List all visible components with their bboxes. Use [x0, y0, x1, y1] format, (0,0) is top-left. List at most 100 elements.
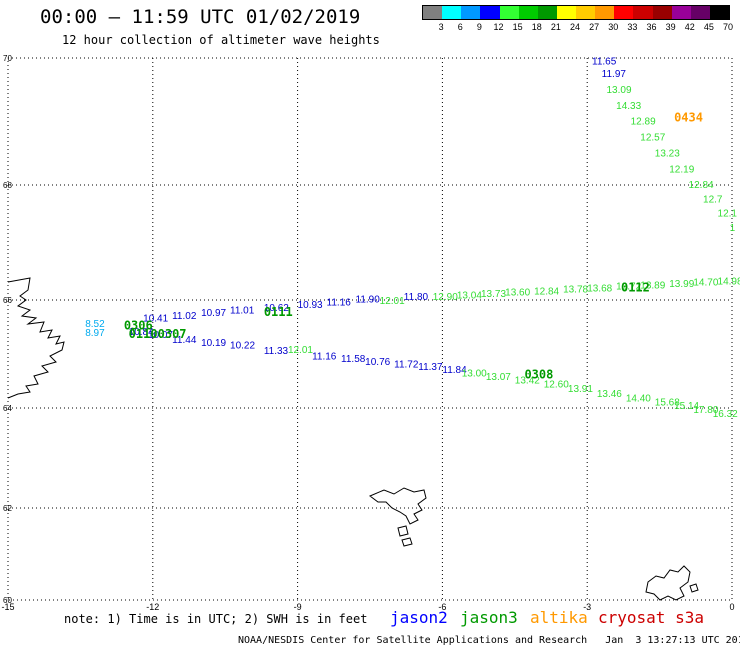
legend-swatch	[461, 6, 481, 19]
legend-label: 39	[665, 22, 676, 32]
legend-label: 12	[493, 22, 504, 32]
wave-height-label: 11.37	[418, 362, 443, 373]
wave-height-label: 12.19	[669, 164, 694, 175]
wave-height-label: 16.32	[713, 409, 738, 420]
wave-height-label: 17.80	[693, 405, 718, 416]
wave-height-label: 10.84	[129, 327, 154, 338]
lat-tick-label: 70	[3, 54, 12, 63]
legend-swatch	[709, 6, 729, 19]
legend-cryosat-s3a: cryosat s3a	[598, 608, 704, 627]
wave-height-label: 11.65	[592, 56, 617, 67]
wave-height-label: 11.01	[230, 306, 255, 317]
wave-height-label: 13.00	[462, 369, 487, 380]
wave-height-label: 12.84	[534, 286, 559, 297]
wave-height-label: 13.42	[515, 376, 540, 387]
lon-tick-label: -6	[438, 602, 446, 612]
lon-tick-label: -9	[294, 602, 302, 612]
wave-height-label: 10.41	[143, 314, 168, 325]
lat-tick-label: 60	[3, 596, 12, 605]
lon-tick-label: -12	[146, 602, 159, 612]
wave-height-label: 8.52	[85, 319, 105, 330]
legend-label: 18	[531, 22, 542, 32]
pass-time-label: 0111	[264, 305, 293, 319]
legend-jason2: jason2	[390, 608, 448, 627]
legend-swatch	[499, 6, 519, 19]
axis-labels: 70 68 66 64 62 60-15 -12 -9 -6 -3 0	[1, 54, 734, 612]
legend-label: 33	[627, 22, 638, 32]
wave-height-label: 13.91	[568, 384, 593, 395]
wave-height-label: 13.23	[655, 148, 680, 159]
wave-height-label: 12.90	[433, 292, 458, 303]
wave-height-label: 11.84	[442, 365, 467, 376]
legend-swatches	[422, 5, 730, 20]
legend-label: 42	[684, 22, 695, 32]
wave-height-label: 13.68	[587, 283, 612, 294]
lat-tick-label: 62	[3, 504, 12, 513]
legend-label: 3	[438, 22, 444, 32]
wave-height-label: 13.78	[563, 285, 588, 296]
legend-label: 36	[646, 22, 657, 32]
legend-label: 9	[476, 22, 482, 32]
wave-height-label: 14.33	[616, 101, 641, 112]
wave-height-label: 12.60	[544, 379, 569, 390]
pass-time-label: 0306	[124, 319, 153, 333]
wave-height-label: 12.1	[718, 209, 738, 220]
legend-swatch	[633, 6, 653, 19]
wave-height-label: 11.97	[602, 69, 627, 80]
wave-height-label: 10.62	[264, 303, 289, 314]
wave-height-label: 11.33	[264, 346, 289, 357]
legend-label: 21	[550, 22, 561, 32]
wave-height-label: 13.09	[607, 85, 632, 96]
wave-height-label: 10.19	[201, 338, 226, 349]
lat-tick-label: 66	[3, 296, 12, 305]
legend-label: 15	[512, 22, 523, 32]
legend-swatch	[556, 6, 576, 19]
wave-height-label: 13.07	[486, 372, 511, 383]
wave-height-label: 13.46	[597, 389, 622, 400]
wave-height-label: 15.14	[674, 401, 699, 412]
legend-swatch	[614, 6, 634, 19]
wave-height-label: 8.97	[85, 328, 105, 339]
legend-jason3: jason3	[460, 608, 518, 627]
wave-height-label: 11.80	[404, 292, 429, 303]
legend-label: 70	[722, 22, 734, 32]
wave-height-label: 14.40	[626, 394, 651, 405]
lon-tick-label: -3	[583, 602, 591, 612]
legend-label: 6	[457, 22, 463, 32]
wave-height-label: 12.84	[689, 180, 714, 191]
wave-height-label: 13.73	[481, 289, 506, 300]
legend-label: 24	[569, 22, 581, 32]
wave-height-label: 10.22	[230, 341, 255, 352]
iceland-east-coast	[7, 277, 65, 399]
legend-swatch	[671, 6, 691, 19]
legend-label: 45	[703, 22, 714, 32]
pass-time-label: 0434	[674, 111, 703, 125]
page-subtitle: 12 hour collection of altimeter wave hei…	[62, 33, 380, 47]
wave-height-label: 11.16	[312, 351, 337, 362]
pass-time-label: 0112	[621, 280, 650, 294]
legend-swatch	[690, 6, 710, 19]
wave-height-label: 15.68	[655, 397, 680, 408]
page-title: 00:00 – 11:59 UTC 01/02/2019	[40, 6, 361, 28]
wave-height-label: 12.01	[288, 345, 313, 356]
wave-height-label: 12.7	[703, 194, 723, 205]
faroe-islands	[369, 487, 427, 547]
wave-height-label: 12.57	[640, 133, 665, 144]
lat-tick-label: 68	[3, 181, 12, 190]
legend-altika: altika	[530, 608, 588, 627]
credit-line: NOAA/NESDIS Center for Satellite Applica…	[238, 635, 740, 646]
footer-note: note: 1) Time is in UTC; 2) SWH is in fe…	[64, 612, 368, 626]
wave-height-label: 11.44	[172, 335, 197, 346]
wave-height-label: 14.98	[718, 276, 740, 287]
legend-swatch	[442, 6, 462, 19]
lon-tick-label: -15	[1, 602, 14, 612]
altimeter-tracks: 11.65 11.97 13.09 14.33 12.89 12.57 13.23 12.19…	[85, 56, 740, 420]
legend-swatch	[480, 6, 500, 19]
legend-swatch	[423, 6, 443, 19]
wave-height-label: 11.90	[356, 295, 381, 306]
wave-height-label: 11.58	[341, 354, 366, 365]
legend-label: 30	[608, 22, 619, 32]
wave-height-label: 10.97	[201, 308, 226, 319]
